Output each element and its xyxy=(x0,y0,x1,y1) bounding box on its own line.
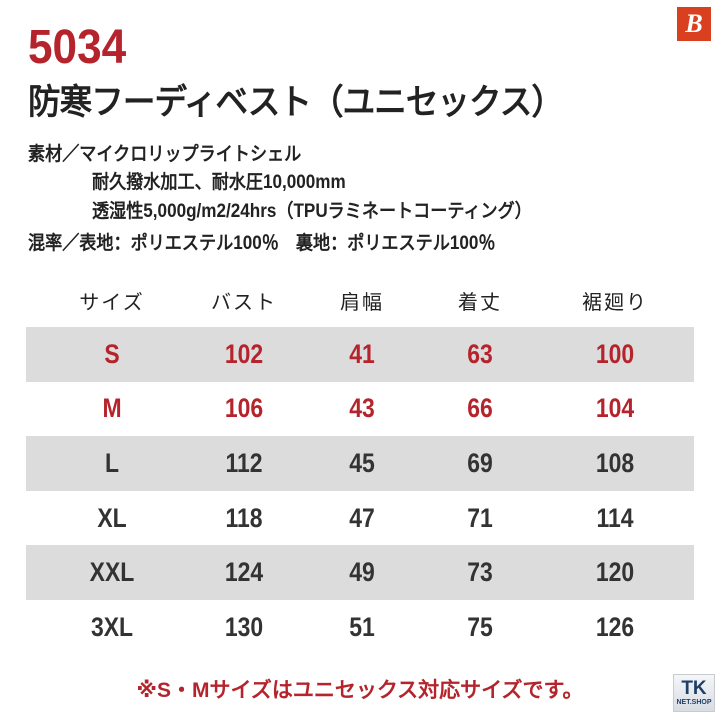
header-hem: 裾廻り xyxy=(582,291,648,314)
spec-breathability: 透湿性5,000g/m2/24hrs（TPUラミネートコーティング） xyxy=(92,201,532,222)
table-row: XXL 124 49 73 120 xyxy=(26,545,694,600)
brand-logo-icon: B xyxy=(677,7,711,41)
cell-length: 71 xyxy=(467,502,493,533)
brand-logo-letter: B xyxy=(685,9,703,38)
cell-hem: 120 xyxy=(595,557,635,588)
cell-size: XXL xyxy=(89,557,135,588)
cell-shoulder: 47 xyxy=(349,502,375,533)
cell-shoulder: 41 xyxy=(349,338,375,369)
cell-shoulder: 45 xyxy=(349,447,375,478)
header-shoulder-width: 肩幅 xyxy=(340,291,384,314)
cell-bust: 102 xyxy=(224,338,264,369)
cell-shoulder: 49 xyxy=(349,557,375,588)
product-name: 防寒フーディベスト（ユニセックス） xyxy=(28,83,564,122)
cell-hem: 104 xyxy=(595,393,635,424)
cell-size: XL xyxy=(97,502,127,533)
cell-bust: 124 xyxy=(224,557,264,588)
cell-hem: 114 xyxy=(596,502,634,533)
cell-size: S xyxy=(104,338,120,369)
header-length: 着丈 xyxy=(458,291,502,314)
cell-length: 75 xyxy=(467,611,493,642)
table-row: XL 118 47 71 114 xyxy=(26,491,694,546)
table-row: 3XL 130 51 75 126 xyxy=(26,600,694,655)
cell-length: 66 xyxy=(467,393,493,424)
cell-bust: 118 xyxy=(225,502,263,533)
spec-blend: 混率／表地：ポリエステル100％ 裏地：ポリエステル100％ xyxy=(28,233,496,254)
cell-shoulder: 51 xyxy=(349,611,375,642)
table-row: S 102 41 63 100 xyxy=(26,327,694,382)
header-size: サイズ xyxy=(79,291,145,314)
cell-bust: 112 xyxy=(225,447,263,478)
table-header-row: サイズ バスト 肩幅 着丈 裾廻り xyxy=(26,273,694,327)
cell-length: 73 xyxy=(467,557,493,588)
table-row: L 112 45 69 108 xyxy=(26,436,694,491)
cell-hem: 126 xyxy=(595,611,635,642)
shop-logo-icon: TK NET.SHOP xyxy=(673,674,715,712)
shop-logo-netshop: NET.SHOP xyxy=(676,698,712,706)
size-table: サイズ バスト 肩幅 着丈 裾廻り S 102 41 63 100 M 106 … xyxy=(26,273,694,655)
cell-bust: 130 xyxy=(224,611,264,642)
cell-length: 63 xyxy=(467,338,493,369)
shop-logo-tk: TK xyxy=(681,677,707,699)
spec-water-resistance: 耐久撥水加工、耐水圧10,000mm xyxy=(92,172,346,193)
cell-size: 3XL xyxy=(90,611,134,642)
product-code: 5034 xyxy=(28,21,127,74)
table-row: M 106 43 66 104 xyxy=(26,382,694,437)
unisex-note: ※S・Mサイズはユニセックス対応サイズです。 xyxy=(136,679,584,702)
cell-size: M xyxy=(102,393,122,424)
cell-size: L xyxy=(104,447,120,478)
cell-hem: 108 xyxy=(595,447,635,478)
cell-shoulder: 43 xyxy=(349,393,375,424)
spec-material: 素材／マイクロリップライトシェル xyxy=(28,144,302,165)
header-bust: バスト xyxy=(211,291,277,314)
cell-bust: 106 xyxy=(224,393,264,424)
cell-hem: 100 xyxy=(595,338,635,369)
cell-length: 69 xyxy=(467,447,493,478)
